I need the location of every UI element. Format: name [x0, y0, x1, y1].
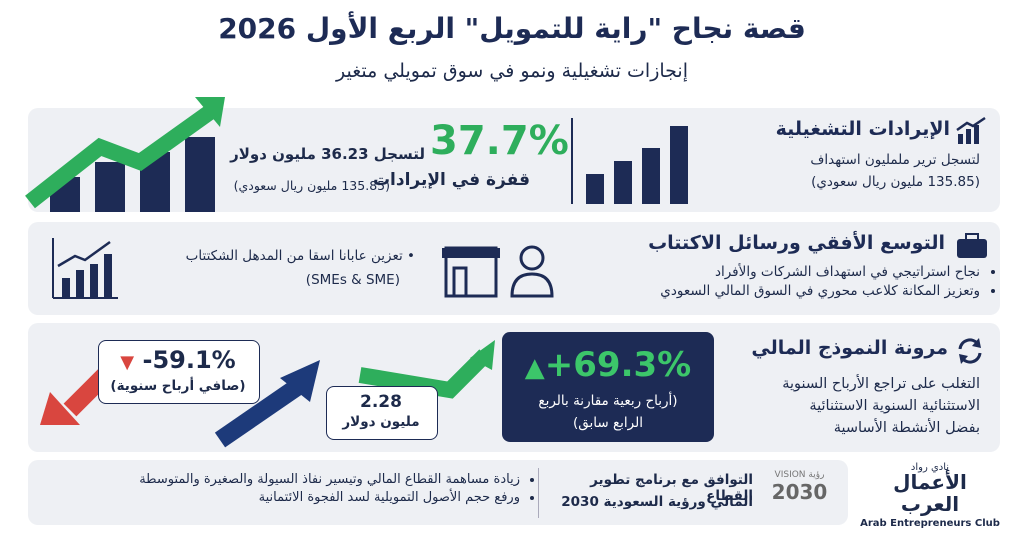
expansion-note: (SMEs & SME) [305, 272, 400, 288]
club-name: الأعمال العرب [860, 471, 1000, 515]
expansion-note: • تعزين عابانا اسقا من المدهل الشكتتاب [185, 248, 415, 264]
growth-label: (أرباح ربعية مقارنة بالربع [538, 393, 678, 409]
growth-arrow-icon [25, 97, 225, 212]
vision-arabic: رؤية [808, 470, 825, 480]
briefcase-icon [957, 233, 987, 258]
shop-person-icon [442, 245, 554, 298]
revenue-value: 37.7% [430, 118, 569, 164]
bullet: وتعزيز المكانة كلاعب محوري في السوق الما… [560, 283, 980, 299]
vision-year: 2030 [771, 480, 828, 504]
decline-number: -59.1% [142, 346, 236, 374]
profit-unit: مليون دولار [342, 414, 420, 430]
decline-value: ▼ -59.1% [120, 346, 236, 374]
chart-icon [52, 238, 118, 299]
title: قصة نجاح "راية للتمويل" الربع الأول 2026 [218, 12, 806, 45]
arrows-illustration [40, 340, 495, 448]
decline-box [98, 340, 260, 404]
revenue-line: قفزة في الإيرادات [372, 170, 530, 190]
club-line: الأعمال [893, 470, 967, 494]
section-heading: مرونة النموذج المالي [751, 337, 948, 359]
bullet-list: زيادة مساهمة القطاع المالي وتيسير نفاذ ا… [40, 472, 536, 508]
chart-icon [956, 116, 986, 144]
section-heading: التوسع الأفقي ورسائل الاكتتاب [648, 232, 945, 254]
note-text: تعزين عابانا اسقا من المدهل الشكتتاب [185, 248, 403, 264]
resilience-text: بفضل الأنشطة الأساسية [833, 420, 980, 436]
revenue-text: (135.85 مليون ريال سعودي) [811, 174, 980, 190]
section-heading: الإيرادات التشغيلية [775, 118, 950, 140]
resilience-text: التغلب على تراجع الأرباح السنوية [782, 376, 980, 392]
club-line: العرب [900, 492, 960, 516]
bar-icon [571, 118, 688, 204]
vision-latin: VISION [774, 470, 806, 480]
profit-box [326, 386, 438, 440]
revenue-text: لتسجل ترير ململيون استهداف [810, 152, 980, 168]
footer-panel [28, 460, 848, 525]
growth-number: +69.3% [544, 345, 692, 385]
growth-value: ▲+69.3% [524, 345, 692, 385]
revenue-line: لتسجل 36.23 مليون دولار [230, 145, 425, 163]
club-top: نادي رواد [910, 462, 950, 473]
alignment-text: التوافق مع برنامج تطوير القطاع [590, 472, 753, 504]
divider [538, 468, 539, 518]
decline-label: (صافي أرباح سنوية) [110, 378, 246, 394]
profit-value: 2.28 [360, 392, 402, 412]
resilience-text: الاستثنائية السنوية الاستثنائية [809, 398, 980, 414]
club-english: Arab Entrepreneurs Club [860, 518, 1000, 529]
expansion-panel [28, 222, 1000, 315]
growth-box [502, 332, 714, 442]
bullet: ورفع حجم الأصول التمويلية لسد الفجوة الا… [40, 490, 520, 505]
bullet-list: نجاح استراتيجي في استهداف الشركات والأفر… [560, 264, 996, 302]
refresh-icon [958, 338, 982, 364]
alignment-text: المالي ورؤية السعودية 2030 [561, 494, 753, 510]
vision-logo: VISION رؤية 2030 [762, 470, 837, 504]
bullet: نجاح استراتيجي في استهداف الشركات والأفر… [560, 264, 980, 280]
subtitle: إنجازات تشغيلية ونمو في سوق تمويلي متغير [335, 60, 688, 82]
growth-label: الرابع سابق) [572, 415, 643, 431]
revenue-line: (135.85 مليون ريال سعودي) [233, 178, 390, 193]
bullet: زيادة مساهمة القطاع المالي وتيسير نفاذ ا… [40, 472, 520, 487]
